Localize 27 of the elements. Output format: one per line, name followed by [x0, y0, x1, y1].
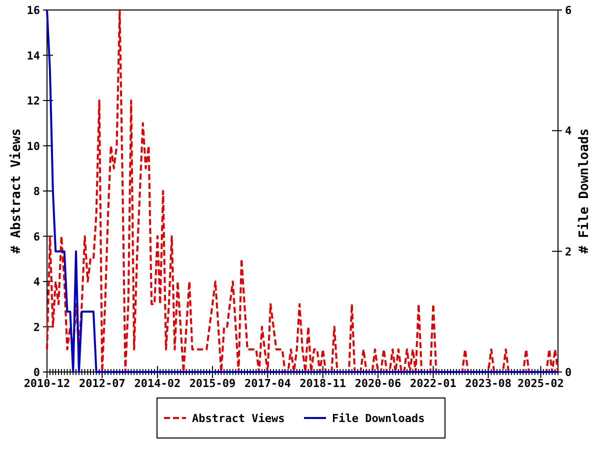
x-tick-label: 2018-11: [300, 377, 346, 390]
y-tick-label: 12: [26, 94, 40, 108]
y-tick-label: 14: [26, 49, 40, 62]
y-tick-label: 10: [26, 140, 40, 153]
x-tick-label: 2010-12: [24, 377, 70, 390]
y-tick-label: 2: [33, 320, 40, 334]
x-tick-label: 2023-08: [465, 377, 512, 390]
y2-tick-label: 6: [565, 4, 572, 17]
x-tick-label: 2015-09: [189, 377, 236, 390]
y2-tick-label: 4: [565, 124, 572, 138]
x-tick-label: 2022-01: [410, 377, 457, 390]
x-tick-label: 2025-02: [518, 377, 564, 390]
x-tick-label: 2012-07: [78, 377, 126, 390]
y-axis-title: # Abstract Views: [9, 128, 24, 254]
x-tick-label: 2017-04: [244, 377, 292, 390]
y2-tick-label: 0: [565, 366, 572, 379]
x-tick-label: 2014-02: [134, 377, 181, 390]
legend-label: File Downloads: [332, 412, 425, 425]
y-tick-label: 16: [26, 4, 40, 17]
y-tick-label: 0: [33, 366, 40, 379]
y-tick-label: 8: [33, 185, 40, 198]
y-tick-label: 6: [33, 230, 40, 244]
y2-tick-label: 2: [565, 245, 572, 258]
x-tick-label: 2020-06: [354, 377, 402, 390]
y-tick-label: 4: [33, 276, 40, 288]
y2-axis-title: # File Downloads: [577, 128, 592, 254]
legend-label: Abstract Views: [192, 412, 285, 425]
